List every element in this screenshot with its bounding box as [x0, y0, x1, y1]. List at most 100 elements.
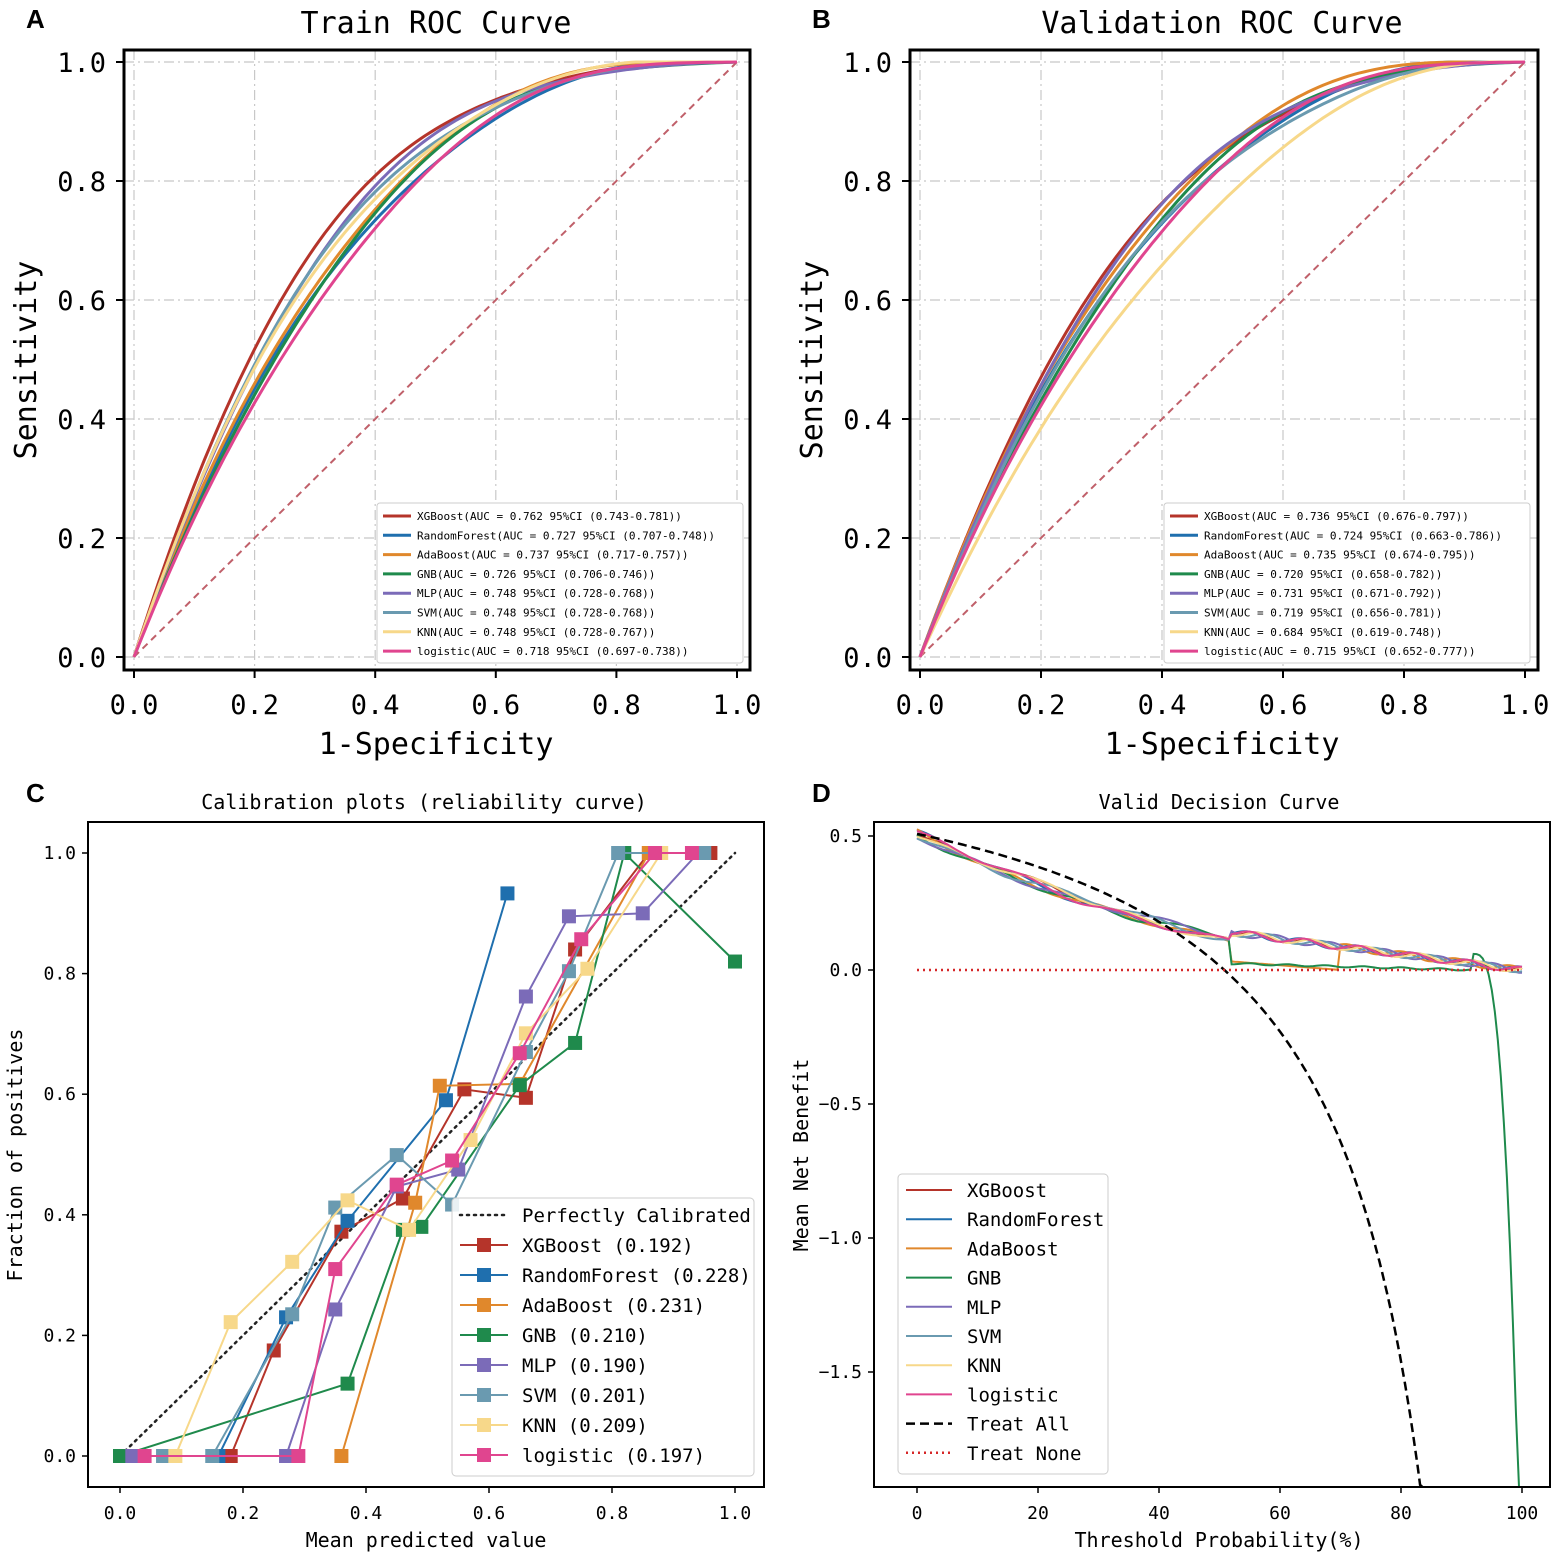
- panel-b-title: Validation ROC Curve: [1041, 6, 1402, 41]
- panel-d-line-xgboost: [916, 835, 1523, 972]
- panelB-ytick-label: 0.2: [843, 524, 892, 555]
- panelB-legend-label-knn: KNN(AUC = 0.684 95%CI (0.619-0.748)): [1204, 626, 1442, 639]
- panelA-xtick-label: 0.4: [351, 690, 400, 721]
- panelA-ytick-label: 0.0: [57, 643, 106, 674]
- panelB-xtick-label: 0.6: [1259, 690, 1308, 721]
- panelB-roc-line-logistic: [918, 60, 1526, 658]
- panel-c-marker-gnb: [512, 1078, 527, 1093]
- panel-c-legend-label-randomforest: RandomForest (0.228): [522, 1265, 751, 1287]
- panel-c-legend-marker-randomforest: [477, 1268, 491, 1282]
- panel-c-marker-randomforest: [438, 1093, 453, 1108]
- panel-a-ticks: 0.0 0.2 0.4 0.6 0.8 1.0 0.0 0.2 0.4 0.6 0.8 1.0: [57, 48, 761, 721]
- panel-c-marker-logistic: [445, 1153, 460, 1168]
- panel-d-legend-label-gnb: GNB: [967, 1268, 1001, 1290]
- panel-c-legend-marker-adaboost: [477, 1298, 491, 1312]
- panel-c-legend-marker-logistic: [477, 1448, 491, 1462]
- panel-c-marker-knn: [285, 1254, 300, 1269]
- panel-b-ticks: 0.0 0.2 0.4 0.6 0.8 1.0 0.0 0.2 0.4 0.6 0.8 1.0: [843, 48, 1549, 721]
- panel-c-xtick-label: 0.8: [596, 1503, 629, 1524]
- panelA-xtick-label: 0.6: [471, 690, 520, 721]
- panel-c-line-gnb: [119, 851, 736, 1457]
- panel-c-line-svm: [163, 852, 705, 1457]
- panelA-xtick-label: 0.8: [592, 690, 641, 721]
- panel-c-legend-label-adaboost: AdaBoost (0.231): [522, 1295, 705, 1317]
- panelB-xtick-label: 0.8: [1380, 690, 1429, 721]
- panel-d-xlabel: Threshold Probability(%): [1075, 1528, 1364, 1552]
- panel-c-marker-gnb: [728, 954, 742, 969]
- panel-letter-c: C: [26, 778, 45, 808]
- panel-c-marker-mlp: [518, 989, 533, 1004]
- panel-c-marker-logistic: [648, 846, 663, 860]
- panelA-legend-label-adaboost: AdaBoost(AUC = 0.737 95%CI (0.717-0.757)…: [417, 549, 689, 562]
- panel-c-marker-gnb: [568, 1035, 583, 1050]
- panel-c-marker-adaboost: [334, 1449, 349, 1463]
- panel-c-ytick-label: 1.0: [43, 843, 76, 864]
- panel-c-marker-logistic: [291, 1449, 306, 1463]
- panelB-legend-label-logistic: logistic(AUC = 0.715 95%CI (0.652-0.777)…: [1204, 645, 1476, 658]
- panel-c-title: Calibration plots (reliability curve): [201, 790, 647, 814]
- panel-b-ylabel: Sensitivity: [795, 261, 830, 460]
- panel-c-legend-marker-xgboost: [477, 1238, 491, 1252]
- panel-d-ytick-label: 0.5: [829, 826, 862, 847]
- panel-c-legend-marker-svm: [477, 1388, 491, 1402]
- panel-d-title: Valid Decision Curve: [1099, 790, 1340, 814]
- panel-d-xtick-label: 100: [1506, 1503, 1539, 1524]
- panel-c-marker-svm: [611, 846, 626, 860]
- panel-d-legend: XGBoost RandomForest AdaBoost GNB MLP SVM KNN l…: [897, 1173, 1109, 1475]
- panel-d-decision-curve: Valid Decision Curve 0 20 40 60 80 100 0.5 0.0 −…: [789, 790, 1551, 1552]
- panelA-xtick-label: 0.2: [230, 690, 279, 721]
- panelA-xtick-label: 1.0: [713, 690, 762, 721]
- panel-d-line-knn: [916, 835, 1523, 973]
- panelA-chance-line: [133, 61, 738, 658]
- panel-d-legend-label-xgboost: XGBoost: [967, 1180, 1047, 1202]
- panel-c-xtick-label: 0.6: [473, 1503, 506, 1524]
- panel-d-line-logistic: [916, 830, 1523, 971]
- panel-c-ylabel: Fraction of positives: [3, 1029, 27, 1282]
- panel-c-xtick-label: 0.0: [104, 1503, 137, 1524]
- panel-d-line-svm: [916, 837, 1523, 974]
- panelB-legend-label-randomforest: RandomForest(AUC = 0.724 95%CI (0.663-0.…: [1204, 529, 1502, 542]
- panelA-ytick-label: 1.0: [57, 48, 106, 79]
- panel-d-legend-label-svm: SVM: [967, 1326, 1001, 1348]
- panel-c-line-randomforest: [132, 893, 509, 1457]
- panel-c-xtick-label: 0.4: [350, 1503, 383, 1524]
- panelB-xtick-label: 0.0: [896, 690, 945, 721]
- panel-c-marker-adaboost: [432, 1078, 447, 1093]
- panelB-legend-label-mlp: MLP(AUC = 0.731 95%CI (0.671-0.792)): [1204, 587, 1442, 600]
- panel-a-train-roc: Train ROC Curve 0.0 0.2 0.4 0.6 0.8 1.0 0.0 0.2…: [9, 6, 761, 762]
- panel-c-legend-label-gnb: GNB (0.210): [522, 1325, 648, 1347]
- panel-d-ylabel: Mean Net Benefit: [789, 1059, 813, 1252]
- panel-letter-d: D: [812, 778, 831, 808]
- panel-b-frame: [908, 48, 1540, 672]
- panel-d-line-randomforest: [916, 828, 1523, 971]
- panel-c-ytick-label: 0.8: [43, 964, 76, 985]
- panel-d-ytick-label: −1.5: [819, 1362, 862, 1383]
- panelB-ytick-label: 0.4: [843, 405, 892, 436]
- panel-d-legend-label-treat-none: Treat None: [967, 1443, 1081, 1465]
- panel-c-frame: [87, 821, 765, 1488]
- panel-c-legend-label-mlp: MLP (0.190): [522, 1355, 648, 1377]
- panel-c-legend-label-xgboost: XGBoost (0.192): [522, 1235, 694, 1257]
- panel-c-marker-logistic: [574, 932, 589, 947]
- panelA-legend-label-xgboost: XGBoost(AUC = 0.762 95%CI (0.743-0.781)): [417, 510, 682, 523]
- panel-b-legend: XGBoost(AUC = 0.736 95%CI (0.676-0.797))…: [1163, 502, 1531, 664]
- panel-letter-a: A: [26, 4, 45, 34]
- panel-c-legend: Perfectly Calibrated XGBoost (0.192) Rando…: [451, 1197, 755, 1477]
- panelA-legend-label-mlp: MLP(AUC = 0.748 95%CI (0.728-0.768)): [417, 587, 655, 600]
- panelA-ytick-label: 0.4: [57, 405, 106, 436]
- panel-c-marker-xgboost: [518, 1090, 533, 1105]
- panel-a-legend: XGBoost(AUC = 0.762 95%CI (0.743-0.781))…: [376, 502, 744, 664]
- panel-c-marker-logistic: [684, 846, 699, 860]
- panel-c-xtick-label: 1.0: [719, 1503, 752, 1524]
- panel-c-calibration: Calibration plots (reliability curve) 0.…: [3, 790, 765, 1552]
- panelB-roc-line-knn: [918, 60, 1525, 658]
- panel-a-curves: [132, 60, 738, 658]
- panel-b-xlabel: 1-Specificity: [1105, 727, 1340, 762]
- panelB-xtick-label: 0.2: [1017, 690, 1066, 721]
- panelA-legend-label-logistic: logistic(AUC = 0.718 95%CI (0.697-0.738)…: [417, 645, 689, 658]
- panel-d-ytick-label: −0.5: [819, 1094, 862, 1115]
- panel-d-line-adaboost: [916, 828, 1523, 971]
- panel-d-legend-label-mlp: MLP: [967, 1297, 1001, 1319]
- panel-d-legend-label-knn: KNN: [967, 1355, 1001, 1377]
- panel-d-legend-label-adaboost: AdaBoost: [967, 1238, 1059, 1260]
